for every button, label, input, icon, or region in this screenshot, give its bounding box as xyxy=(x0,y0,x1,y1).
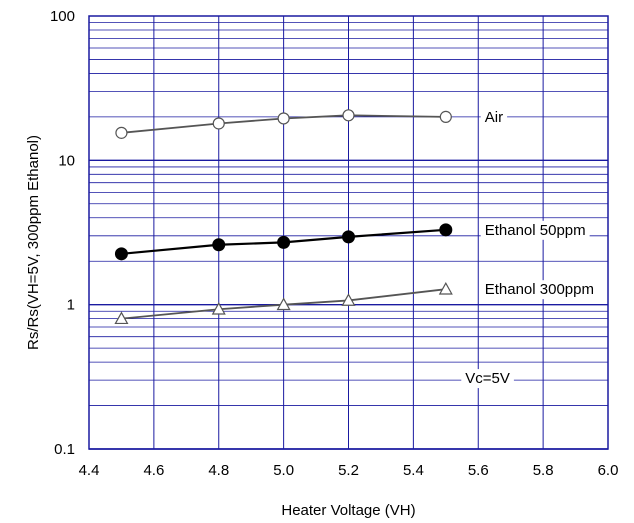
data-point xyxy=(342,109,355,122)
x-tick-label: 4.8 xyxy=(208,462,229,479)
data-point xyxy=(276,297,291,311)
x-tick-label: 4.4 xyxy=(79,462,100,479)
x-axis-ticks: 4.4 4.6 4.8 5.0 5.2 5.4 5.6 5.8 6.0 xyxy=(79,462,619,479)
x-tick-label: 5.8 xyxy=(533,462,554,479)
condition-annotation: Vc=5V xyxy=(465,370,510,387)
x-tick-label: 4.6 xyxy=(143,462,164,479)
data-point xyxy=(212,238,226,252)
y-axis-title: Rs/Rs(VH=5V, 300ppm Ethanol) xyxy=(25,135,42,350)
data-point xyxy=(114,247,128,261)
gridlines xyxy=(88,16,609,450)
x-tick-label: 5.6 xyxy=(468,462,489,479)
data-point xyxy=(211,301,226,315)
data-point xyxy=(342,230,355,244)
y-tick-label: 0.1 xyxy=(54,441,75,458)
data-point xyxy=(438,281,453,295)
y-tick-label: 100 xyxy=(50,8,75,25)
data-point xyxy=(277,235,291,249)
x-tick-label: 5.4 xyxy=(403,462,424,479)
plot-area xyxy=(88,15,609,450)
y-tick-label: 1 xyxy=(67,297,75,314)
series-label: Ethanol 50ppm xyxy=(485,222,586,239)
y-axis-ticks: 0.1 1 10 100 xyxy=(50,8,75,458)
x-tick-label: 6.0 xyxy=(598,462,619,479)
series-label: Air xyxy=(485,109,503,126)
series-label-background xyxy=(480,220,590,240)
x-tick-label: 5.0 xyxy=(273,462,294,479)
data-point xyxy=(114,311,129,325)
data-point xyxy=(115,126,128,139)
data-point xyxy=(212,117,225,130)
annotation-background xyxy=(461,369,514,389)
y-tick-label: 10 xyxy=(58,152,75,169)
x-tick-label: 5.2 xyxy=(338,462,359,479)
data-point xyxy=(439,110,452,123)
series-labels: Air Ethanol 50ppm Ethanol 300ppm Vc=5V xyxy=(461,107,598,389)
data-point xyxy=(439,223,453,237)
series-label: Ethanol 300ppm xyxy=(485,281,594,298)
series-label-background xyxy=(480,280,598,300)
x-axis-title: Heater Voltage (VH) xyxy=(281,502,415,519)
series-group xyxy=(114,109,453,325)
series-label-background xyxy=(480,107,508,127)
data-point xyxy=(277,112,290,125)
data-point xyxy=(341,293,356,306)
